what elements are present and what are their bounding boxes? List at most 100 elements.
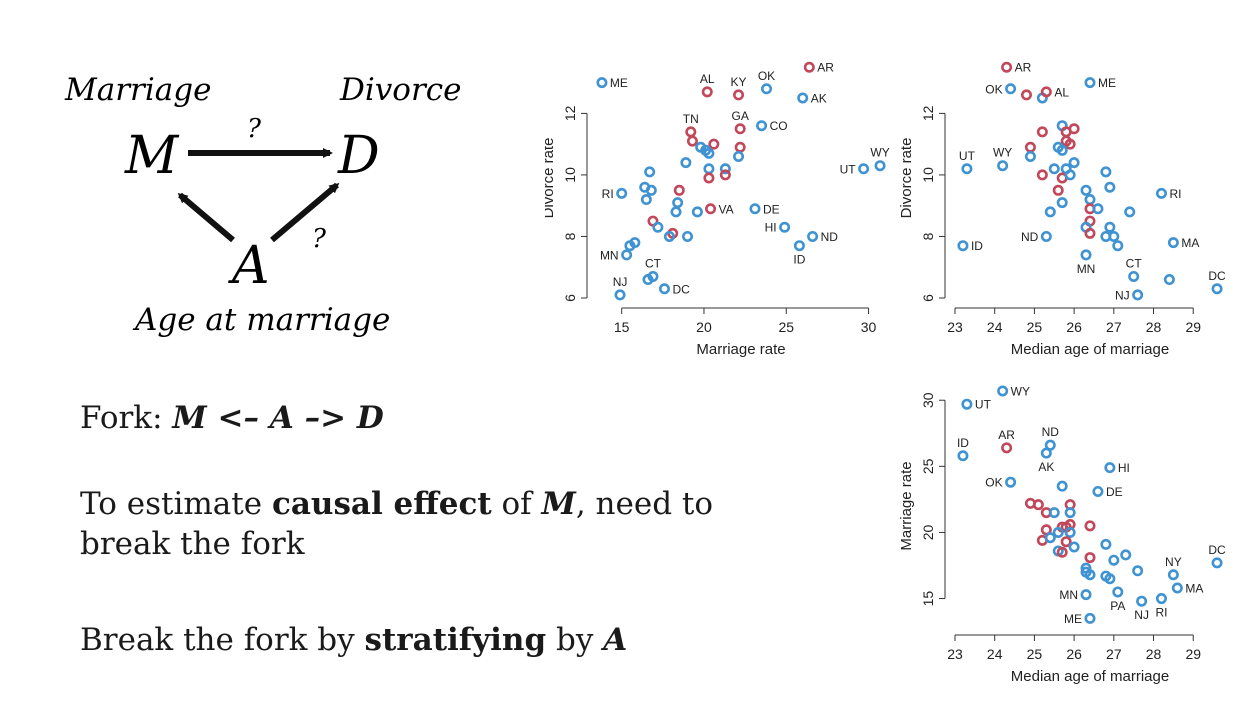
point-ok [1005,476,1017,488]
axes: 23 24 25 26 27 28 29 Median age of marriage 6 8 10… [898,105,1201,358]
point [1032,499,1044,511]
point-mn [1080,589,1092,601]
x-tick-label: 20 [696,319,712,335]
point-label: OK [758,69,775,83]
point-label: AK [1038,460,1054,474]
y-tick-label: 6 [562,294,578,302]
point [644,166,656,178]
point-label: MA [1185,581,1203,595]
point [1068,157,1080,169]
point-label: MN [600,248,619,262]
point-wy [997,160,1009,172]
point-ga [734,123,746,135]
point-label: KY [731,75,747,89]
point-label: RI [1169,187,1181,201]
causal-effect-paragraph: To estimate causal effect of M, need to … [80,484,720,564]
marriage-label: Marriage [64,72,211,108]
point [1104,181,1116,193]
point-ak [797,92,809,104]
point-label: VA [719,202,734,216]
x-tick-label: 25 [1027,646,1043,662]
point [663,230,675,242]
x-tick-label: 30 [861,319,877,335]
point [672,197,684,209]
age-at-marriage-label: Age at marriage [132,302,390,338]
point-label: NJ [613,275,628,289]
y-axis-label: Divorce rate [545,138,557,219]
point-ar [1001,442,1013,454]
point [1064,138,1076,150]
point-mn [1080,249,1092,261]
causal-m: M [541,486,576,522]
point [1132,565,1144,577]
y-axis-label: Divorce rate [898,138,915,219]
point [719,163,731,175]
point [1104,573,1116,585]
point-ar [1001,61,1013,73]
point-label: AL [1054,85,1069,99]
scatter-marriage-vs-divorce: 15 20 25 30 Marriage rate 6 8 10 12 Divorce rate M… [545,61,890,358]
x-tick-label: 23 [947,319,963,335]
point-nj [1136,595,1148,607]
point-label: UT [975,398,992,412]
point-label: HI [765,221,777,235]
point-label: DC [1208,543,1226,557]
point-pa [1112,586,1124,598]
x-tick-label: 24 [987,319,1003,335]
point-label: AL [700,72,715,86]
point [1084,520,1096,532]
point-nd [1040,230,1052,242]
x-tick-label: 25 [778,319,794,335]
point [719,169,731,181]
point [1124,206,1136,218]
point-label: NJ [1115,288,1130,302]
point-label: GA [732,109,749,123]
point [686,135,698,147]
point-label: RI [602,187,614,201]
point-ct [1128,270,1140,282]
point-label: OK [985,82,1002,96]
point [1068,123,1080,135]
point [1048,163,1060,175]
point-label: RI [1155,606,1167,620]
point-me [1084,77,1096,89]
causal-line2: break the fork [80,526,305,562]
causal-post: , need to [575,486,714,522]
stratify-line: Break the fork by stratifying by A [80,620,720,660]
point [1060,536,1072,548]
point-label: WY [870,146,889,160]
point-me [1084,612,1096,624]
point [1064,526,1076,538]
point-ut [858,163,870,175]
point [682,230,694,242]
point-label: WY [1011,384,1030,398]
y-tick-label: 10 [920,167,936,183]
point-label: AR [817,61,834,75]
point-label: CO [770,119,788,133]
point [1084,194,1096,206]
causal-dag: Marriage Divorce M D A Age at marriage ?… [64,72,461,338]
point-id [793,240,805,252]
x-tick-label: 26 [1066,319,1082,335]
strat-bold: stratifying [364,622,547,658]
point-dc [1211,557,1223,569]
point-nj [614,289,626,301]
divorce-label: Divorce [339,72,461,108]
point [1056,197,1068,209]
point-nj [1132,289,1144,301]
x-tick-label: 27 [1106,646,1122,662]
point-ok [761,83,773,95]
point [1120,549,1132,561]
scatter-age-vs-marriage: 23 24 25 26 27 28 29 Median age of marriage 15 20… [898,384,1226,685]
y-tick-label: 20 [920,524,936,540]
point [1052,184,1064,196]
scatter-age-vs-divorce: 23 24 25 26 27 28 29 Median age of marriage 6 8 10… [898,61,1226,358]
point-tn [685,126,697,138]
arrow-a-to-d [270,182,340,243]
point-label: ND [1042,425,1060,439]
point [1092,203,1104,215]
point [1056,144,1068,156]
point [703,172,715,184]
point-de [1092,485,1104,497]
point-ma [1171,582,1183,594]
